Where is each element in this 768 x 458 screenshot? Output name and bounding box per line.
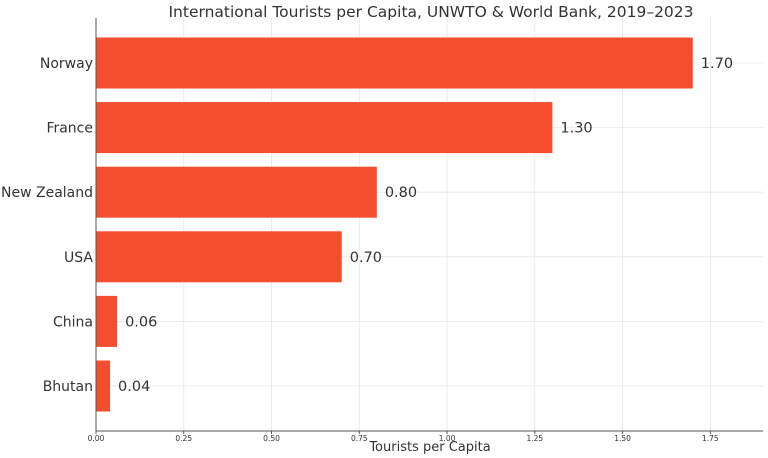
x-tick-label: 1.25 — [526, 434, 543, 443]
chart-title: International Tourists per Capita, UNWTO… — [168, 3, 693, 21]
bar — [96, 102, 553, 154]
x-tick-label: 1.00 — [439, 434, 456, 443]
x-tick-label: 0.25 — [175, 434, 192, 443]
bar — [96, 360, 111, 412]
category-label: New Zealand — [1, 185, 93, 201]
x-tick-label: 0.00 — [88, 434, 105, 443]
value-label: 0.04 — [118, 379, 150, 395]
category-label: Norway — [40, 56, 93, 72]
bar — [96, 295, 118, 347]
value-label: 1.70 — [701, 56, 733, 72]
value-labels: 1.70 1.30 0.80 0.70 0.06 0.04 — [118, 56, 733, 395]
x-tick-label: 0.50 — [263, 434, 280, 443]
value-label: 0.70 — [350, 250, 382, 266]
bar — [96, 37, 693, 89]
value-label: 0.80 — [385, 185, 417, 201]
bar — [96, 166, 377, 218]
value-label: 0.06 — [125, 314, 157, 330]
bars — [96, 37, 693, 412]
x-ticks: 0.00 0.25 0.50 0.75 1.00 1.25 1.50 1.75 — [88, 431, 719, 443]
category-label: France — [46, 121, 93, 137]
x-tick-label: 0.75 — [351, 434, 368, 443]
x-axis-label: Tourists per Capita — [368, 440, 490, 455]
value-label: 1.30 — [560, 121, 592, 137]
bar — [96, 231, 342, 283]
category-label: USA — [64, 250, 93, 266]
category-label: China — [53, 314, 93, 330]
x-tick-label: 1.50 — [614, 434, 631, 443]
axes — [95, 18, 763, 432]
category-labels: Norway France New Zealand USA China Bhutan — [1, 56, 93, 395]
x-tick-label: 1.75 — [702, 434, 719, 443]
category-label: Bhutan — [43, 379, 93, 395]
